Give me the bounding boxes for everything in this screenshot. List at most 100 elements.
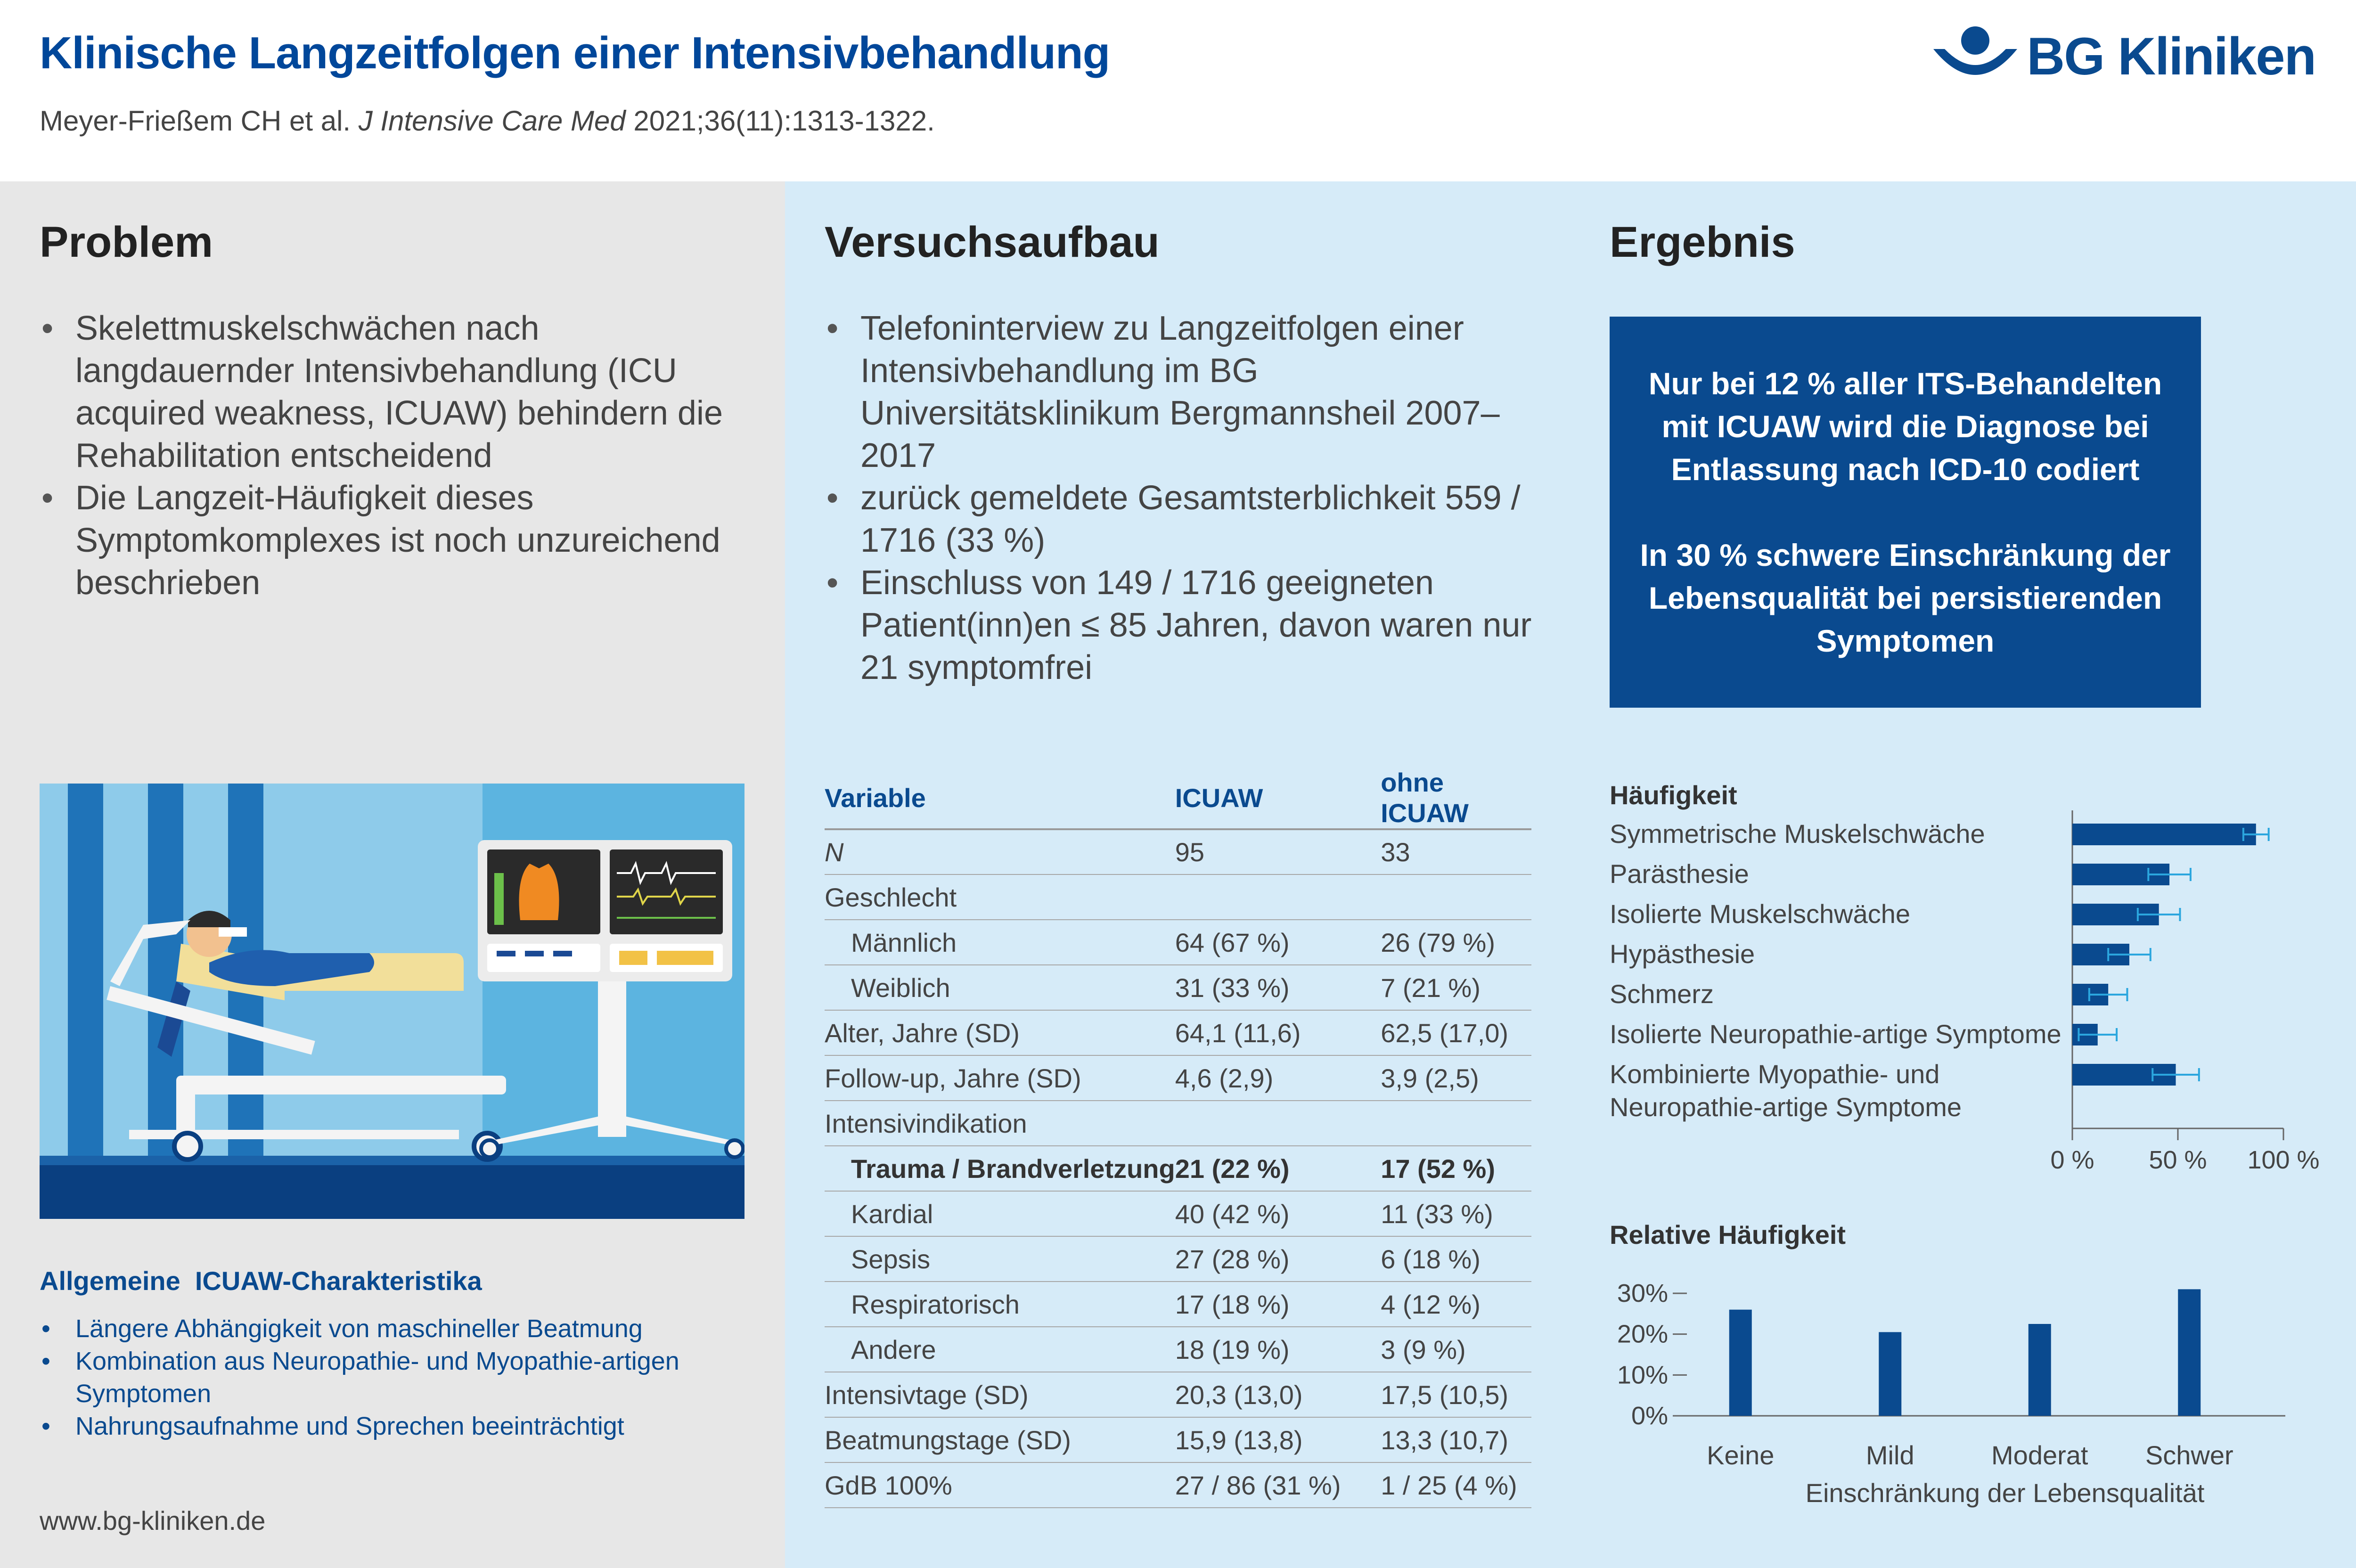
characteristics-list: Längere Abhängigkeit von maschineller Be… <box>40 1313 756 1443</box>
table-row: Trauma / Brandverletzung 21 (22 %) 17 (52 … <box>825 1146 1531 1192</box>
row-label: Trauma / Brandverletzung <box>825 1146 1175 1192</box>
list-item: Telefoninterview zu Langzeitfolgen einer… <box>825 307 1555 477</box>
problem-list: Skelettmuskelschwächen nach langdauernde… <box>40 307 756 604</box>
x-tick-label: 0 % <box>2050 1146 2094 1174</box>
citation-ref: 2021;36(11):1313-1322. <box>625 105 935 137</box>
cell-icuaw <box>1175 1101 1381 1146</box>
y-tick-label: 10% <box>1617 1361 1668 1389</box>
citation-authors: Meyer-Frießem CH et al. <box>40 105 359 137</box>
x-tick-label: 100 % <box>2247 1146 2319 1174</box>
row-label: Follow-up, Jahre (SD) <box>825 1055 1175 1101</box>
x-tick-label: 50 % <box>2149 1146 2207 1174</box>
cell-ohne-icuaw: 26 (79 %) <box>1381 920 1531 965</box>
chart-1-title: Häufigkeit <box>1610 780 1737 810</box>
category-label: Mild <box>1866 1440 1914 1470</box>
page-title: Klinische Langzeitfolgen einer Intensivb… <box>40 28 1110 78</box>
table-row: Geschlecht <box>825 874 1531 920</box>
table-row: Männlich 64 (67 %) 26 (79 %) <box>825 920 1531 965</box>
cell-ohne-icuaw: 6 (18 %) <box>1381 1236 1531 1282</box>
bar <box>2072 824 2256 845</box>
cell-icuaw: 95 <box>1175 829 1381 875</box>
list-item: Einschluss von 149 / 1716 geeigneten Pat… <box>825 562 1555 689</box>
cell-icuaw: 20,3 (13,0) <box>1175 1372 1381 1418</box>
row-label: Geschlecht <box>825 874 1175 920</box>
row-label: Alter, Jahre (SD) <box>825 1010 1175 1056</box>
cell-icuaw: 21 (22 %) <box>1175 1146 1381 1192</box>
list-item: zurück gemeldete Gesamtsterblichkeit 559… <box>825 477 1555 562</box>
cell-ohne-icuaw: 11 (33 %) <box>1381 1191 1531 1237</box>
cell-ohne-icuaw: 13,3 (10,7) <box>1381 1417 1531 1463</box>
cell-icuaw: 18 (19 %) <box>1175 1327 1381 1372</box>
row-label: Intensivtage (SD) <box>825 1372 1175 1418</box>
table-row: Intensivindikation <box>825 1101 1531 1146</box>
category-label: Neuropathie-artige Symptome <box>1610 1092 1962 1122</box>
bg-kliniken-logo[interactable]: BG Kliniken <box>1931 21 2316 91</box>
table-row: Kardial 40 (42 %) 11 (33 %) <box>825 1191 1531 1237</box>
list-item: Längere Abhängigkeit von maschineller Be… <box>40 1313 756 1345</box>
table-row: Respiratorisch 17 (18 %) 4 (12 %) <box>825 1282 1531 1327</box>
table-row: Follow-up, Jahre (SD) 4,6 (2,9) 3,9 (2,5) <box>825 1055 1531 1101</box>
cell-ohne-icuaw: 3,9 (2,5) <box>1381 1055 1531 1101</box>
x-axis-label: Einschränkung der Lebensqualität <box>1806 1478 2205 1508</box>
category-label: Isolierte Muskelschwäche <box>1610 899 1910 929</box>
citation: Meyer-Frießem CH et al. J Intensive Care… <box>40 105 935 137</box>
table-row: Weiblich 31 (33 %) 7 (21 %) <box>825 965 1531 1011</box>
cell-ohne-icuaw: 62,5 (17,0) <box>1381 1010 1531 1056</box>
icu-patient-illustration <box>40 784 744 1219</box>
citation-journal: J Intensive Care Med <box>358 105 626 137</box>
row-label: Männlich <box>825 920 1175 965</box>
cell-ohne-icuaw: 7 (21 %) <box>1381 965 1531 1011</box>
cell-ohne-icuaw: 33 <box>1381 829 1531 875</box>
haeufigkeit-chart: Symmetrische Muskelschwäche Parästhesie Is… <box>1610 810 2320 1174</box>
category-label: Isolierte Neuropathie-artige Symptome <box>1610 1019 2062 1049</box>
table-row: N 95 33 <box>825 829 1531 875</box>
table-header-row: Variable ICUAW ohne ICUAW <box>825 767 1531 830</box>
cell-ohne-icuaw: 4 (12 %) <box>1381 1282 1531 1327</box>
list-item: Kombination aus Neuropathie- und Myopath… <box>40 1345 756 1410</box>
category-label: Moderat <box>1991 1440 2088 1470</box>
cell-ohne-icuaw: 3 (9 %) <box>1381 1327 1531 1372</box>
category-label: Schwer <box>2145 1440 2233 1470</box>
cell-ohne-icuaw: 1 / 25 (4 %) <box>1381 1462 1531 1508</box>
table-row: Beatmungstage (SD) 15,9 (13,8) 13,3 (10,7) <box>825 1417 1531 1463</box>
cell-ohne-icuaw: 17,5 (10,5) <box>1381 1372 1531 1418</box>
y-tick-label: 0% <box>1631 1402 1668 1430</box>
row-label: GdB 100% <box>825 1462 1175 1508</box>
list-item: Nahrungsaufnahme und Sprechen beeinträch… <box>40 1410 756 1443</box>
ergebnis-heading: Ergebnis <box>1610 218 1795 266</box>
row-label: N <box>825 829 1175 875</box>
cell-icuaw: 64 (67 %) <box>1175 920 1381 965</box>
cell-ohne-icuaw <box>1381 1101 1531 1146</box>
cell-ohne-icuaw: 17 (52 %) <box>1381 1146 1531 1192</box>
column-header-ohne-icuaw: ohne ICUAW <box>1381 767 1531 830</box>
bar <box>2178 1289 2201 1416</box>
cell-icuaw: 17 (18 %) <box>1175 1282 1381 1327</box>
logo-text: BG Kliniken <box>2027 26 2316 86</box>
cell-icuaw: 15,9 (13,8) <box>1175 1417 1381 1463</box>
ergebnis-box: Nur bei 12 % aller ITS-Behandelten mit I… <box>1610 317 2201 708</box>
cell-icuaw <box>1175 874 1381 920</box>
chart-2-title: Relative Häufigkeit <box>1610 1220 1846 1250</box>
category-label: Symmetrische Muskelschwäche <box>1610 819 1985 849</box>
category-label: Parästhesie <box>1610 859 1749 889</box>
category-label: Hypästhesie <box>1610 939 1755 969</box>
cell-icuaw: 27 / 86 (31 %) <box>1175 1462 1381 1508</box>
row-label: Beatmungstage (SD) <box>825 1417 1175 1463</box>
row-label: Kardial <box>825 1191 1175 1237</box>
table-row: Alter, Jahre (SD) 64,1 (11,6) 62,5 (17,0) <box>825 1010 1531 1056</box>
column-header-variable: Variable <box>825 767 1175 830</box>
cell-icuaw: 31 (33 %) <box>1175 965 1381 1011</box>
bar <box>1729 1309 1752 1416</box>
table-row: GdB 100% 27 / 86 (31 %) 1 / 25 (4 %) <box>825 1462 1531 1508</box>
versuchsaufbau-heading: Versuchsaufbau <box>825 218 1160 266</box>
versuchsaufbau-list: Telefoninterview zu Langzeitfolgen einer… <box>825 307 1555 689</box>
logo-icon <box>1933 26 2018 75</box>
bar <box>1879 1332 1902 1416</box>
bar <box>2028 1324 2051 1416</box>
cell-icuaw: 64,1 (11,6) <box>1175 1010 1381 1056</box>
category-label: Kombinierte Myopathie- und <box>1610 1059 1939 1089</box>
website-link[interactable]: www.bg-kliniken.de <box>40 1506 266 1535</box>
row-label: Respiratorisch <box>825 1282 1175 1327</box>
table-row: Andere 18 (19 %) 3 (9 %) <box>825 1327 1531 1372</box>
ergebnis-text-2: In 30 % schwere Einschränkung der Lebens… <box>1640 537 2171 658</box>
